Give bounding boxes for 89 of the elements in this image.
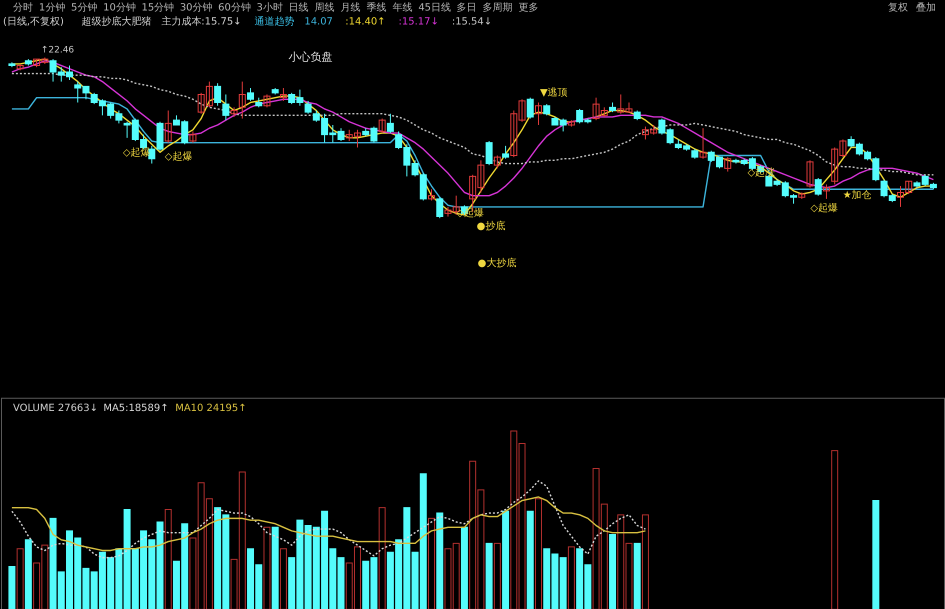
text: MA10 24195↑ <box>175 402 247 414</box>
annotation: ★加仓 <box>842 189 872 202</box>
text: 日线 <box>288 2 309 14</box>
candlestick <box>214 82 222 106</box>
bar <box>494 542 501 609</box>
bar <box>872 500 880 609</box>
text: 45日线 <box>418 2 451 14</box>
text: 分时 <box>12 2 33 14</box>
text: 叠加 <box>916 2 936 14</box>
text: 复权 <box>888 2 908 14</box>
annotation: ◇起爆 <box>164 150 192 162</box>
candlestick <box>222 94 230 121</box>
candlestick <box>534 102 542 126</box>
bar <box>164 508 172 609</box>
text: 周线 <box>314 2 335 14</box>
text: :15.54↓ <box>452 16 492 28</box>
candlestick <box>724 156 732 172</box>
candlestick <box>386 113 394 134</box>
bar <box>526 510 534 609</box>
text: 月线 <box>340 2 360 14</box>
text: :14.40↑ <box>345 16 386 28</box>
bar <box>378 507 386 609</box>
text: 更多 <box>518 2 539 14</box>
bar <box>263 526 270 609</box>
candlestick <box>428 188 436 201</box>
candlestick <box>164 110 172 144</box>
bar <box>16 548 24 609</box>
annotation: ▼逃顶 <box>540 86 568 98</box>
text: 5分钟 <box>71 2 98 14</box>
bar <box>460 526 468 609</box>
candlestick <box>634 110 641 121</box>
text: 15分钟 <box>142 2 174 14</box>
text: 10分钟 <box>103 2 136 14</box>
bar <box>534 498 542 609</box>
bar <box>568 546 575 609</box>
text: VOLUME 27663↓ <box>12 402 98 414</box>
bar <box>280 548 287 609</box>
candlestick <box>543 104 550 116</box>
chart-title: (日线,不复权) <box>2 16 64 28</box>
text: :15.17↓ <box>398 16 439 28</box>
candlestick <box>247 88 254 102</box>
bar <box>436 512 444 609</box>
text: 60分钟 <box>218 2 251 14</box>
candlestick <box>189 130 196 144</box>
candlestick <box>806 160 814 188</box>
bar <box>502 510 510 609</box>
text: 1分钟 <box>38 2 66 14</box>
candlestick <box>230 106 238 118</box>
candlestick <box>378 118 386 134</box>
text: 超级抄底大肥猪 <box>81 16 152 28</box>
text: 3小时 <box>256 2 283 14</box>
text: 通道趋势 <box>254 16 294 28</box>
candlestick <box>609 102 616 113</box>
candlestick <box>822 184 830 200</box>
candlestick <box>691 148 698 160</box>
candlestick <box>486 140 493 166</box>
candlestick <box>502 145 510 160</box>
candlestick <box>814 178 822 196</box>
candlestick <box>436 196 444 219</box>
candlestick <box>304 100 312 114</box>
text: ↑22.46 <box>40 46 74 56</box>
candlestick <box>700 128 707 160</box>
text: 年线 <box>392 2 412 14</box>
candlestick <box>280 88 287 102</box>
bar <box>642 514 649 609</box>
text: ●大抄底 <box>478 257 516 270</box>
bar <box>486 542 493 609</box>
candlestick <box>238 81 246 120</box>
bar <box>8 566 16 609</box>
bar <box>428 518 436 609</box>
bar <box>831 450 838 609</box>
bar <box>609 534 616 609</box>
annotation: 小心负盘 <box>288 50 332 64</box>
bar <box>24 539 32 609</box>
text: 多日 <box>456 2 477 14</box>
bar <box>272 526 279 609</box>
text: MA5:18589↑ <box>103 402 169 414</box>
text: ●抄底 <box>476 220 506 232</box>
candlestick <box>263 94 270 108</box>
bar <box>634 542 641 609</box>
text: 多周期 <box>482 2 513 14</box>
annotation: ◇起爆 <box>810 202 838 214</box>
candlestick <box>494 155 501 169</box>
candlestick <box>255 97 262 108</box>
text: 14.07 <box>304 16 333 28</box>
text: 季线 <box>366 2 386 14</box>
text: 主力成本:15.75↓ <box>161 16 242 28</box>
candlestick <box>526 97 534 120</box>
text: 30分钟 <box>180 2 213 14</box>
